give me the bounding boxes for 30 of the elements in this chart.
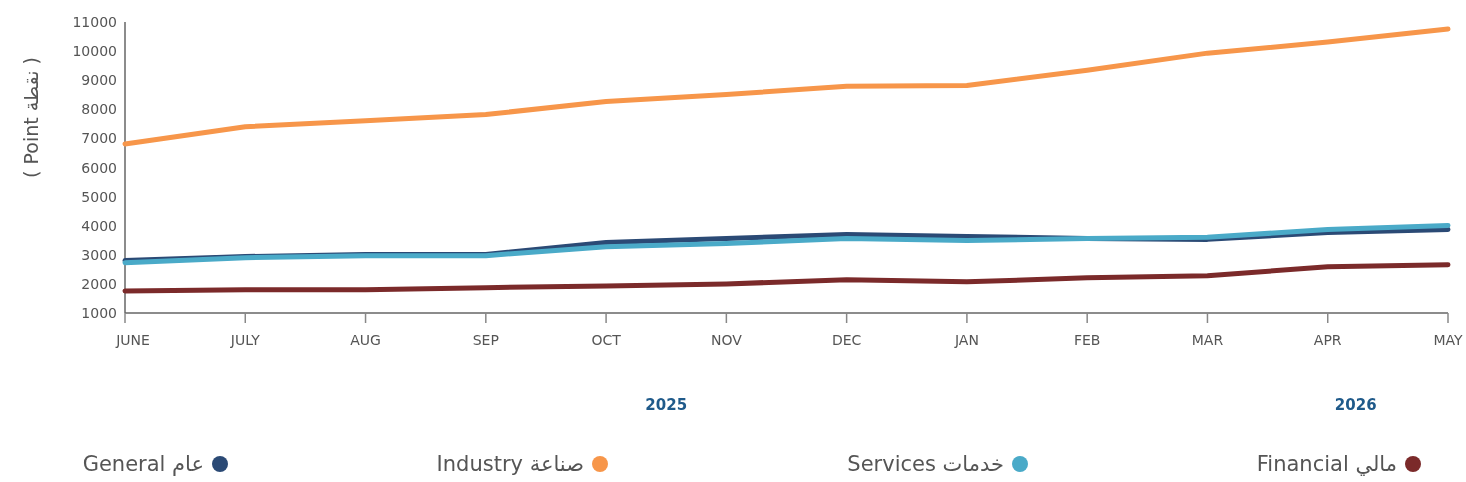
x-tick-label: MAY <box>1433 332 1464 348</box>
x-tick-label: OCT <box>591 332 622 348</box>
y-tick-label: 7000 <box>81 130 117 147</box>
y-tick-label: 1000 <box>81 305 117 321</box>
x-tick-label: JULY <box>229 332 261 348</box>
legend-label: Industry صناعة <box>436 452 584 476</box>
x-tick-label: NOV <box>710 332 743 348</box>
legend-label: Services خدمات <box>847 452 1004 476</box>
y-tick-label: 3000 <box>81 246 117 263</box>
legend-label: Financial مالي <box>1256 452 1397 476</box>
x-tick-label: DEC <box>831 332 862 348</box>
legend-label: General عام <box>82 452 204 476</box>
y-tick-label: 9000 <box>81 72 117 89</box>
x-tick-label: FEB <box>1073 332 1101 348</box>
y-axis-title: ( Point نقطة ) <box>20 57 42 178</box>
x-tick-label: MAR <box>1191 332 1224 348</box>
y-tick-label: 6000 <box>81 159 117 176</box>
x-tick-label: APR <box>1313 332 1342 348</box>
text: 2026 <box>1334 396 1377 414</box>
x-tick-label: AUG <box>350 332 381 348</box>
text: 2025 <box>645 396 688 414</box>
x-tick-label: JUNE <box>115 332 150 348</box>
y-tick-label: 10000 <box>72 43 117 60</box>
y-tick-label: 4000 <box>81 217 117 234</box>
x-tick-label: SEP <box>472 332 499 348</box>
y-tick-label: 2000 <box>81 275 117 292</box>
y-tick-label: 8000 <box>81 101 117 118</box>
y-tick-label: 11000 <box>72 14 117 30</box>
y-tick-label: 5000 <box>81 188 117 205</box>
x-tick-label: JAN <box>953 332 979 348</box>
